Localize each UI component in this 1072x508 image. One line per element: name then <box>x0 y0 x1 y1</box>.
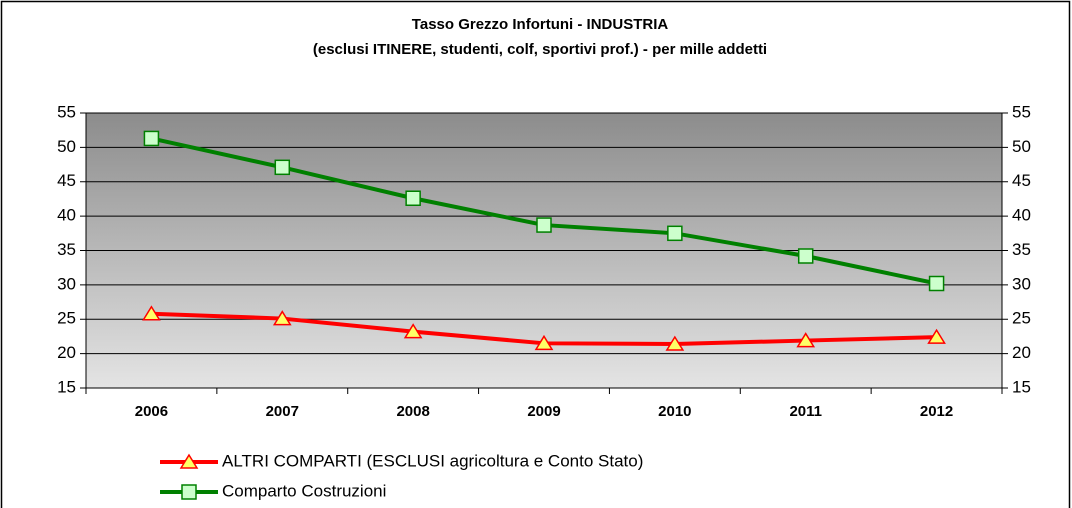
y-tick-label: 50 <box>57 137 76 156</box>
data-point <box>403 323 423 339</box>
data-point <box>928 275 945 292</box>
y-tick-label: 55 <box>57 102 76 121</box>
legend-marker <box>179 453 199 469</box>
y2-tick-label: 15 <box>1012 377 1031 396</box>
data-point <box>274 159 291 176</box>
y2-tick-label: 40 <box>1012 206 1031 225</box>
y2-tick-label: 45 <box>1012 171 1031 190</box>
x-tick-label: 2006 <box>135 403 168 420</box>
y-tick-label: 40 <box>57 206 76 225</box>
y2-tick-label: 35 <box>1012 240 1031 259</box>
data-point <box>405 190 421 206</box>
x-tick-label: 2012 <box>920 403 953 420</box>
y-tick-label: 30 <box>57 274 76 293</box>
data-point <box>536 217 552 233</box>
y-tick-label: 25 <box>57 309 76 328</box>
data-point <box>796 332 816 348</box>
legend-label: ALTRI COMPARTI (ESCLUSI agricoltura e Co… <box>222 451 643 470</box>
legend-label: Comparto Costruzioni <box>222 481 386 500</box>
x-tick-label: 2011 <box>789 403 822 420</box>
x-tick-label: 2009 <box>527 403 560 420</box>
x-tick-label: 2010 <box>658 403 691 420</box>
data-point <box>272 310 292 326</box>
y2-tick-label: 30 <box>1012 274 1031 293</box>
y2-tick-label: 50 <box>1012 137 1031 156</box>
x-tick-label: 2008 <box>396 403 429 420</box>
y-tick-label: 35 <box>57 240 76 259</box>
data-point <box>667 225 683 242</box>
y-tick-label: 15 <box>57 377 76 396</box>
data-point <box>797 248 814 264</box>
data-point <box>143 130 160 147</box>
y-tick-label: 45 <box>57 171 76 190</box>
chart-title: Tasso Grezzo Infortuni - INDUSTRIA <box>412 16 669 33</box>
y2-tick-label: 25 <box>1012 309 1031 328</box>
y-tick-label: 20 <box>57 343 76 362</box>
y2-tick-label: 20 <box>1012 343 1031 362</box>
y2-tick-label: 55 <box>1012 102 1031 121</box>
legend-marker <box>181 484 197 500</box>
x-tick-label: 2007 <box>266 403 299 420</box>
chart-subtitle: (esclusi ITINERE, studenti, colf, sporti… <box>313 41 767 58</box>
data-point <box>927 328 946 344</box>
data-point <box>534 334 554 351</box>
data-point <box>142 305 161 321</box>
data-point <box>665 335 685 351</box>
